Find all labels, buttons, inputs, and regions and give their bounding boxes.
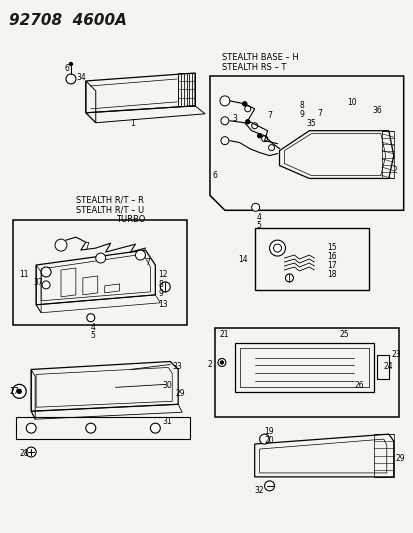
Bar [214,328,398,417]
Circle shape [251,123,257,129]
Circle shape [269,240,285,256]
Text: 32: 32 [254,486,263,495]
Text: 10: 10 [346,98,356,107]
Text: 2: 2 [207,360,212,368]
Circle shape [268,144,274,151]
Bar [239,348,368,387]
Text: 31: 31 [162,417,171,426]
Text: 30: 30 [162,382,172,390]
Circle shape [85,423,95,433]
Circle shape [285,274,293,282]
Text: 8: 8 [158,280,163,289]
Text: 28: 28 [19,449,28,458]
Circle shape [160,282,170,292]
Circle shape [95,253,105,263]
Circle shape [55,239,67,251]
Text: 7: 7 [267,111,272,120]
Bar [376,354,388,379]
Circle shape [87,314,95,322]
Text: STEALTH RS – T: STEALTH RS – T [221,63,285,72]
Text: STEALTH R/T – R: STEALTH R/T – R [76,196,143,204]
Text: 26: 26 [353,382,363,390]
Text: 4: 4 [256,213,261,222]
Circle shape [217,359,225,367]
Circle shape [242,102,246,106]
Text: 27: 27 [9,387,19,397]
Text: 4: 4 [90,322,95,332]
Circle shape [66,74,76,84]
Text: TURBO: TURBO [115,215,145,224]
Bar [254,228,368,290]
Text: 9: 9 [299,110,304,119]
Bar [373,434,393,477]
Text: 19: 19 [264,427,273,436]
Text: 7: 7 [83,242,88,251]
Text: 8: 8 [299,101,304,110]
Circle shape [259,434,269,444]
Text: 36: 36 [372,106,382,115]
Circle shape [244,106,250,112]
Text: 11: 11 [19,270,28,279]
Circle shape [150,423,160,433]
Bar [13,220,187,325]
Circle shape [26,447,36,457]
Text: 5: 5 [90,330,95,340]
Circle shape [135,250,145,260]
Circle shape [42,281,50,289]
Circle shape [12,384,26,398]
Bar [234,343,373,392]
Circle shape [261,136,267,142]
Circle shape [251,203,259,211]
Text: STEALTH BASE – H: STEALTH BASE – H [221,53,298,62]
Text: 9: 9 [158,289,163,298]
Text: 3: 3 [232,114,237,123]
Text: 7: 7 [145,258,150,267]
Text: 34: 34 [77,73,86,82]
Text: 29: 29 [175,389,184,398]
Text: 29: 29 [395,454,404,463]
Text: 18: 18 [326,270,336,279]
Text: 6: 6 [212,171,217,180]
Circle shape [221,136,228,144]
Circle shape [219,96,229,106]
Bar [381,131,393,179]
Text: 13: 13 [158,300,168,309]
Circle shape [257,134,261,138]
Text: 2: 2 [392,166,396,174]
Text: 37: 37 [33,278,43,287]
Text: 6: 6 [65,64,70,73]
Text: 20: 20 [264,436,273,445]
Circle shape [26,423,36,433]
Text: 1: 1 [130,119,135,128]
Text: 5: 5 [256,221,261,230]
Text: 35: 35 [306,119,315,128]
Text: 33: 33 [172,362,182,372]
Circle shape [273,244,281,252]
Circle shape [41,267,51,277]
Text: 92708  4600A: 92708 4600A [9,13,127,28]
Text: 15: 15 [326,243,336,252]
Text: 23: 23 [391,350,401,359]
Circle shape [221,117,228,125]
Text: STEALTH R/T – U: STEALTH R/T – U [76,205,144,214]
Circle shape [220,361,223,364]
Text: 24: 24 [383,361,392,370]
Text: 14: 14 [237,255,247,264]
Circle shape [245,120,249,124]
Bar [16,417,190,439]
Text: 25: 25 [338,330,348,338]
Text: 16: 16 [326,252,336,261]
Bar [178,73,195,106]
Circle shape [69,62,72,66]
Text: 7: 7 [316,109,321,118]
Circle shape [264,481,274,491]
Text: 12: 12 [158,270,167,279]
Circle shape [17,389,21,393]
Text: 17: 17 [326,261,336,270]
Text: 21: 21 [219,330,229,338]
